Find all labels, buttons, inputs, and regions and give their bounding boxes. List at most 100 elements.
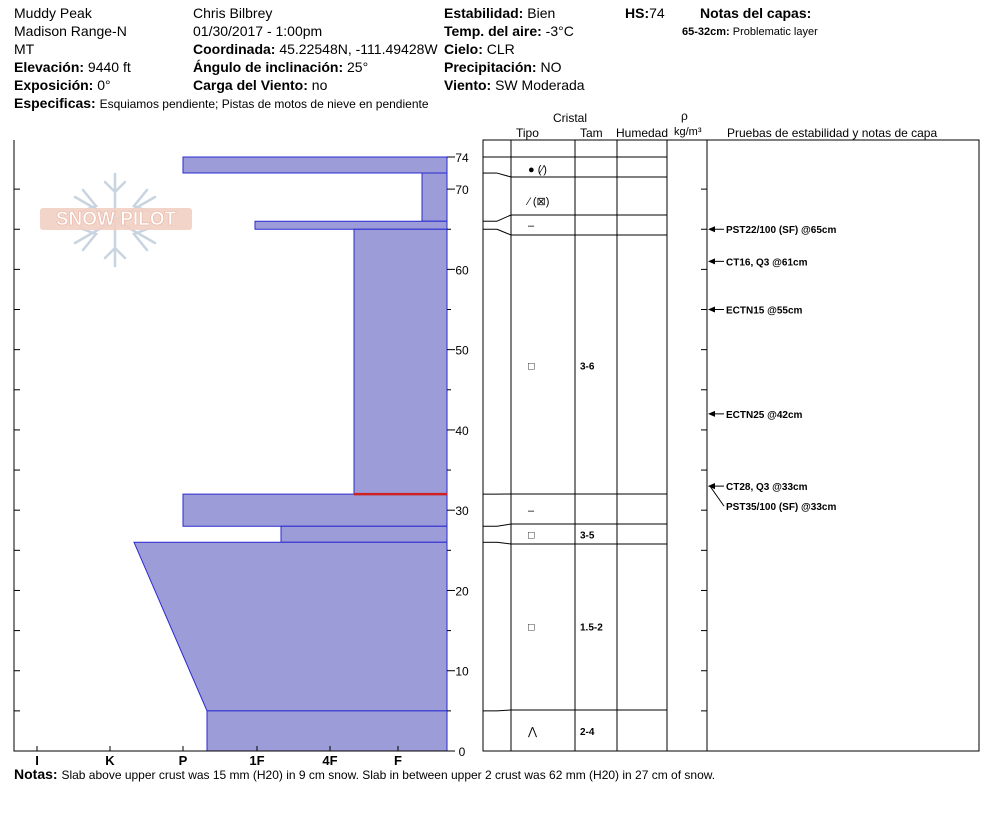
boundary-connector-b — [496, 214, 512, 222]
depth-label-20: 20 — [455, 584, 469, 598]
boundary-connector-b — [496, 228, 512, 236]
column-crystal: Cristal — [553, 111, 588, 125]
column-humedad: Humedad — [616, 126, 669, 140]
hardness-label-p: P — [179, 753, 188, 768]
grain-type-0: ● (⁄) — [528, 164, 547, 176]
elevation-value: 9440 ft — [87, 59, 131, 75]
wind: Viento: SW Moderada — [444, 77, 585, 93]
stability-test-1: CT16, Q3 @61cm — [726, 257, 808, 268]
layer-note-range: 65-32cm: — [682, 26, 730, 38]
specifics-label: Especificas: — [14, 95, 96, 111]
logo-banner — [40, 208, 192, 230]
stability-test-3: ECTN25 @42cm — [726, 410, 803, 421]
angle-value: 25° — [347, 59, 369, 75]
grain-size-7: 2-4 — [580, 727, 595, 738]
sky-label: Cielo: — [444, 41, 483, 57]
air-temp-value: -3°C — [545, 23, 574, 39]
hardness-layer-3 — [353, 228, 448, 495]
stability-test-2: ECTN15 @55cm — [726, 306, 803, 317]
aspect-label: Exposición: — [14, 77, 94, 93]
snow-height: HS:74 — [625, 5, 665, 21]
notes-label: Notas: — [14, 766, 58, 782]
crystal-table-frame — [482, 139, 980, 752]
wind-load: Carga del Viento: no — [193, 77, 327, 93]
chart-labels: I K P 1F 4F F 0 10 20 30 40 50 60 70 74 ● (⁄) ⁄ (⊠) – □ 3-6… — [35, 151, 836, 768]
stability-value: Bien — [527, 5, 556, 21]
hardness-label-i: I — [35, 753, 39, 768]
hardness-layer-2 — [254, 220, 448, 230]
depth-label-10: 10 — [455, 665, 469, 679]
elevation-label: Elevación: — [14, 59, 85, 75]
depth-label-74: 74 — [455, 151, 469, 165]
hardness-layer-0 — [182, 156, 448, 174]
layer-notes-title: Notas del capas: — [700, 5, 812, 21]
air-temp: Temp. del aire: -3°C — [444, 23, 574, 39]
test-arrow-head — [708, 226, 715, 233]
hardness-label-f: F — [394, 753, 402, 768]
depth-label-30: 30 — [455, 504, 469, 518]
hardness-label-k: K — [105, 753, 115, 768]
grain-size-6: 1.5-2 — [580, 623, 603, 634]
sky: Cielo: CLR — [444, 41, 515, 57]
column-rho: ρ — [681, 109, 688, 123]
stability-label: Estabilidad: — [444, 5, 524, 21]
column-tam: Tam — [580, 126, 603, 140]
notes: Notas: Slab above upper crust was 15 mm … — [14, 766, 715, 783]
sky-value: CLR — [486, 41, 515, 57]
column-density-unit: kg/m³ — [674, 126, 702, 138]
grain-type-2: – — [528, 220, 535, 232]
test-arrow-head — [708, 410, 715, 417]
slope-angle: Ángulo de inclinación: 25° — [193, 59, 368, 75]
aspect-value: 0° — [97, 77, 111, 93]
test-arrow-line — [709, 485, 725, 507]
boundary-connector-b — [496, 523, 512, 527]
wind-value: SW Moderada — [495, 77, 585, 93]
wind-load-label: Carga del Viento: — [193, 77, 308, 93]
observer: Chris Bilbrey — [193, 5, 273, 21]
column-tests: Pruebas de estabilidad y notas de capa — [727, 126, 938, 140]
hardness-layer-6 — [133, 541, 448, 712]
layer-note-text: Problematic layer — [732, 26, 818, 38]
coord-label: Coordinada: — [193, 41, 276, 57]
hardness-plot-frame — [13, 140, 447, 752]
state: MT — [14, 41, 35, 57]
grain-type-5: □ — [528, 529, 535, 541]
grain-type-1: ⁄ (⊠) — [525, 196, 549, 208]
precipitation: Precipitación: NO — [444, 59, 561, 75]
test-arrow-head — [708, 483, 715, 490]
hardness-label-4f: 4F — [322, 753, 337, 768]
air-temp-label: Temp. del aire: — [444, 23, 542, 39]
grain-size-5: 3-5 — [580, 530, 595, 541]
hardness-layer-1 — [421, 172, 448, 222]
stability-test-4: CT28, Q3 @33cm — [726, 482, 808, 493]
hardness-layer-7 — [206, 710, 448, 752]
stability: Estabilidad: Bien — [444, 5, 555, 21]
depth-label-50: 50 — [455, 344, 469, 358]
stability-test-5: PST35/100 (SF) @33cm — [726, 502, 836, 513]
hs-value: 74 — [649, 5, 665, 21]
hardness-label-1f: 1F — [249, 753, 264, 768]
specifics-value: Esquiamos pendiente; Pistas de motos de … — [99, 97, 429, 111]
aspect: Exposición: 0° — [14, 77, 111, 93]
boundary-connector-b — [496, 709, 512, 712]
wind-load-value: no — [311, 77, 328, 93]
grain-type-7: ⋀ — [527, 726, 538, 738]
depth-label-60: 60 — [455, 263, 469, 277]
test-arrow-head — [708, 306, 715, 313]
grain-type-4: – — [528, 505, 535, 517]
angle-label: Ángulo de inclinación: — [193, 59, 344, 75]
boundary-connector-b — [496, 541, 512, 545]
hardness-profile — [133, 156, 448, 752]
depth-label-0: 0 — [459, 745, 466, 759]
coord-value: 45.22548N, -111.49428W — [279, 41, 438, 57]
layer-note: 65-32cm: Problematic layer — [682, 24, 818, 40]
boundary-connector-b — [496, 172, 512, 178]
coordinates: Coordinada: 45.22548N, -111.49428W — [193, 41, 438, 57]
depth-label-40: 40 — [455, 424, 469, 438]
test-arrow-head — [708, 258, 715, 265]
grain-type-3: □ — [528, 361, 535, 373]
range: Madison Range-N — [14, 23, 127, 39]
datetime: 01/30/2017 - 1:00pm — [193, 23, 323, 39]
precip-value: NO — [540, 59, 562, 75]
snowpilot-logo: SNOW PILOT — [40, 172, 192, 268]
